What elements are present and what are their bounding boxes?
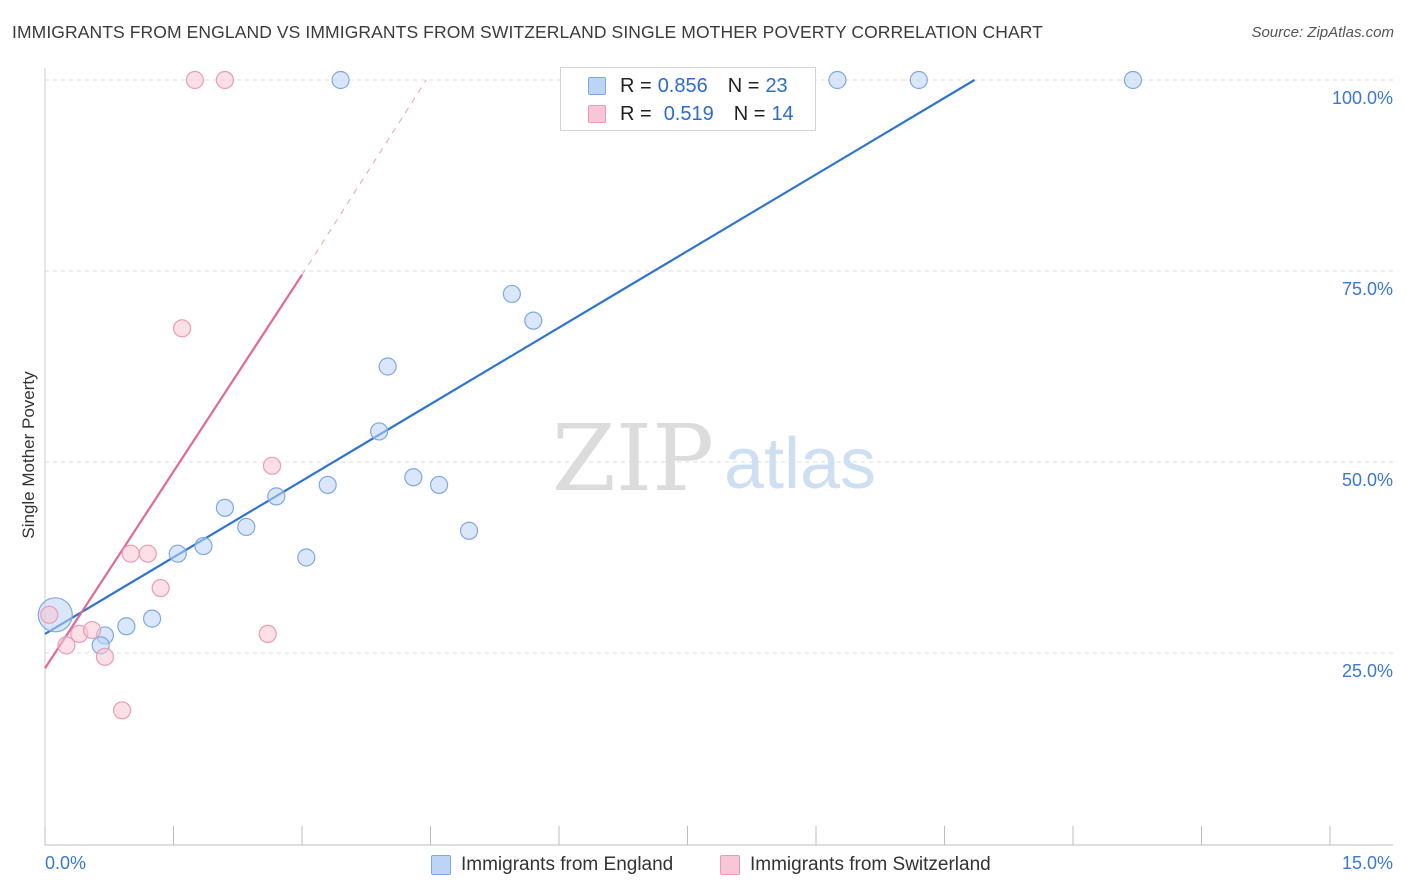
point-england bbox=[909, 70, 928, 90]
point-switzerland bbox=[138, 544, 157, 563]
x-tick-label-max: 15.0% bbox=[1342, 853, 1393, 873]
point-england bbox=[237, 517, 256, 537]
point-england bbox=[502, 284, 521, 304]
y-tick-label: 50.0% bbox=[1342, 470, 1393, 490]
legend-row-switzerland: R = 0.519 N = 14 bbox=[588, 100, 794, 128]
legend-r-value-switzerland: 0.519 bbox=[663, 102, 714, 125]
point-england bbox=[404, 468, 423, 487]
axes bbox=[44, 68, 1393, 846]
chart-title: IMMIGRANTS FROM ENGLAND VS IMMIGRANTS FR… bbox=[12, 22, 1043, 42]
point-england bbox=[142, 609, 162, 628]
grid-lines bbox=[45, 79, 1393, 654]
legend-n-value-switzerland: 14 bbox=[771, 102, 794, 125]
data-points bbox=[37, 70, 1143, 720]
point-switzerland bbox=[57, 636, 76, 655]
point-switzerland bbox=[185, 70, 205, 90]
point-england bbox=[117, 617, 136, 636]
point-switzerland bbox=[112, 701, 132, 720]
point-england bbox=[168, 544, 187, 563]
trendline-switzerland bbox=[44, 274, 303, 669]
watermark: ZIP atlas bbox=[552, 405, 876, 512]
bottom-legend-label-switzerland: Immigrants from Switzerland bbox=[750, 854, 991, 875]
point-england bbox=[267, 487, 286, 506]
legend-r-label: R = bbox=[620, 102, 652, 125]
legend-n-label: N = bbox=[733, 102, 766, 125]
point-england bbox=[331, 70, 350, 90]
tick-labels: 25.0% 50.0% 75.0% 100.0% 0.0% 15.0% bbox=[45, 88, 1393, 873]
point-switzerland bbox=[262, 456, 282, 475]
trendlines bbox=[44, 79, 976, 669]
point-england bbox=[297, 548, 316, 567]
legend-n-label: N = bbox=[727, 74, 760, 97]
legend-n-value-england: 23 bbox=[765, 74, 788, 97]
bottom-legend-swatch-switzerland bbox=[720, 855, 740, 875]
bottom-legend-label-england: Immigrants from England bbox=[461, 854, 674, 875]
point-switzerland bbox=[151, 578, 170, 598]
point-england bbox=[524, 311, 543, 330]
point-england bbox=[194, 536, 213, 556]
point-switzerland bbox=[83, 620, 102, 640]
correlation-legend: R = 0.856 N = 23 R = 0.519 N = 14 bbox=[560, 67, 816, 131]
point-england bbox=[459, 521, 479, 540]
point-switzerland bbox=[95, 647, 115, 666]
point-switzerland bbox=[172, 319, 192, 338]
point-england bbox=[215, 498, 234, 517]
point-switzerland bbox=[121, 544, 140, 563]
trendline-switzerland-extension bbox=[301, 79, 427, 276]
legend-row-england: R = 0.856 N = 23 bbox=[588, 72, 788, 100]
point-england bbox=[370, 422, 389, 441]
watermark-zip: ZIP bbox=[552, 405, 714, 512]
source-label: Source: ZipAtlas.com bbox=[1251, 24, 1394, 41]
legend-swatch-england bbox=[588, 77, 606, 95]
point-england bbox=[828, 70, 847, 90]
y-axis-label: Single Mother Poverty bbox=[19, 371, 38, 539]
point-england bbox=[429, 475, 449, 495]
point-england bbox=[1123, 70, 1143, 90]
bottom-legend-switzerland: Immigrants from Switzerland bbox=[720, 852, 991, 878]
watermark-atlas: atlas bbox=[724, 424, 876, 504]
legend-r-value-england: 0.856 bbox=[657, 74, 708, 97]
point-switzerland bbox=[40, 605, 59, 624]
y-tick-label: 25.0% bbox=[1342, 661, 1393, 681]
legend-r-label: R = bbox=[620, 74, 652, 97]
x-tick-label-min: 0.0% bbox=[45, 853, 86, 873]
y-tick-label: 75.0% bbox=[1342, 279, 1393, 299]
point-england bbox=[378, 357, 397, 376]
legend-swatch-switzerland bbox=[588, 105, 606, 123]
bottom-legend-england: Immigrants from England bbox=[431, 852, 673, 878]
y-tick-label: 100.0% bbox=[1332, 88, 1393, 108]
bottom-legend-swatch-england bbox=[431, 855, 451, 875]
point-switzerland bbox=[215, 70, 234, 90]
point-switzerland bbox=[258, 624, 277, 644]
point-england bbox=[318, 475, 337, 495]
